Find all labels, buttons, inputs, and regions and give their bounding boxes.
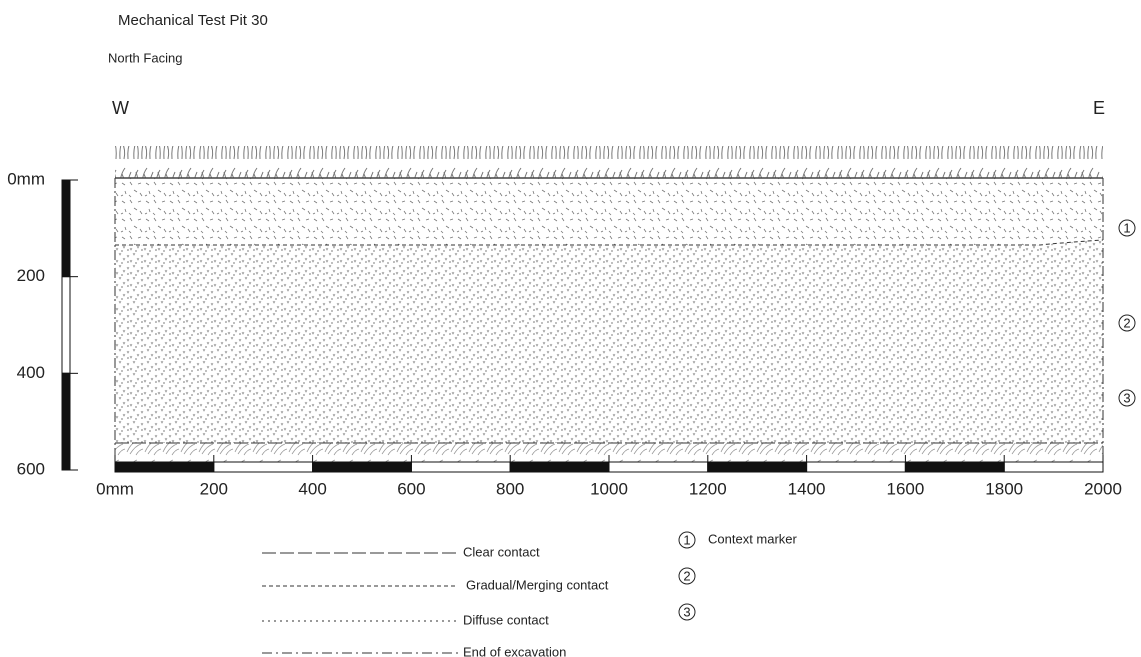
horizontal-scale-label: 400 [298, 479, 326, 498]
context-marker-circle [1118, 314, 1136, 332]
context-marker: 2 [1123, 315, 1130, 330]
context-markers: 1 2 3 [1118, 219, 1136, 407]
legend-label: Gradual/Merging contact [466, 577, 609, 592]
legend-marker-label: Context marker [708, 531, 798, 546]
title: Mechanical Test Pit 30 [118, 12, 268, 29]
east-label: E [1093, 98, 1105, 118]
subtitle: North Facing [108, 50, 182, 65]
horizontal-scale-label: 1000 [590, 479, 628, 498]
scale-segment [707, 461, 808, 473]
horizontal-scale-label: 1800 [985, 479, 1023, 498]
context-1-fill [115, 178, 1103, 245]
vertical-scale-label: 400 [17, 363, 45, 382]
scale-segment [509, 461, 610, 473]
context-marker-circle [1118, 219, 1136, 237]
legend-marker: 2 [683, 568, 690, 583]
legend-marker: 3 [683, 604, 690, 619]
legend-marker: 1 [683, 532, 690, 547]
horizontal-scale-label: 600 [397, 479, 425, 498]
legend-label: End of excavation [463, 644, 566, 657]
context-3-fill [115, 443, 1103, 462]
legend-texts: Clear contact Gradual/Merging contact Diff… [463, 531, 798, 657]
vertical-scale-label: 600 [17, 459, 45, 478]
horizontal-scale: 0mm 200 400 600 800 1000 1200 1400 1600 1800 2000 [96, 455, 1122, 498]
scale-segment [114, 461, 215, 473]
legend-marker-circle [678, 603, 696, 621]
context-2-fill [115, 240, 1103, 443]
horizontal-scale-label: 1600 [886, 479, 924, 498]
turf [115, 146, 1103, 178]
scale-segment [312, 461, 412, 473]
scale-segment [410, 461, 511, 473]
gradual-contact [115, 239, 1104, 246]
legend-marker-circle [678, 567, 696, 585]
context-marker: 1 [1123, 220, 1130, 235]
scale-segment [61, 179, 71, 278]
horizontal-scale-label: 2000 [1084, 479, 1122, 498]
scale-segment [61, 276, 71, 374]
vertical-scale: 0mm 200 400 600 [7, 169, 78, 478]
context-marker-circle [1118, 389, 1136, 407]
scale-segment [1003, 461, 1104, 473]
context-marker: 3 [1123, 390, 1130, 405]
legend-marker-circle [678, 531, 696, 549]
horizontal-scale-label: 200 [200, 479, 228, 498]
legend [262, 552, 458, 654]
legend-label: Clear contact [463, 544, 540, 559]
vertical-scale-label: 0mm [7, 169, 45, 188]
scale-segment [213, 461, 314, 473]
legend-label: Diffuse contact [463, 612, 549, 627]
scale-segment [608, 461, 709, 473]
scale-segment [904, 461, 1005, 473]
horizontal-scale-label: 0mm [96, 479, 134, 498]
horizontal-scale-label: 800 [496, 479, 524, 498]
horizontal-scale-label: 1200 [689, 479, 727, 498]
horizontal-scale-label: 1400 [788, 479, 826, 498]
west-label: W [112, 98, 129, 118]
scale-segment [61, 372, 71, 471]
scale-segment [806, 461, 906, 473]
vertical-scale-label: 200 [17, 266, 45, 285]
